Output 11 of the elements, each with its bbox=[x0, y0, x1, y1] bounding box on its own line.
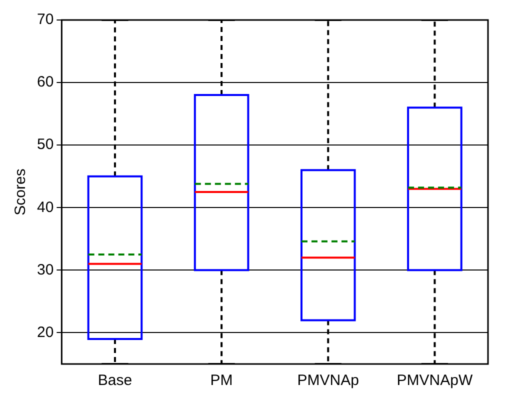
x-tick-label: PMVNAp bbox=[297, 372, 359, 390]
y-tick-label: 20 bbox=[36, 324, 54, 341]
y-axis-title: Scores bbox=[12, 168, 30, 216]
x-tick-label: PMVNApW bbox=[396, 372, 474, 390]
x-tick-label: PM bbox=[210, 372, 233, 390]
y-tick-label: 40 bbox=[36, 198, 54, 216]
y-tick-label: 50 bbox=[36, 136, 54, 154]
y-tick-label: 60 bbox=[36, 74, 54, 91]
x-tick-label: Base bbox=[98, 372, 132, 390]
y-tick-label: 30 bbox=[36, 261, 54, 278]
y-tick-label: 70 bbox=[36, 11, 54, 28]
